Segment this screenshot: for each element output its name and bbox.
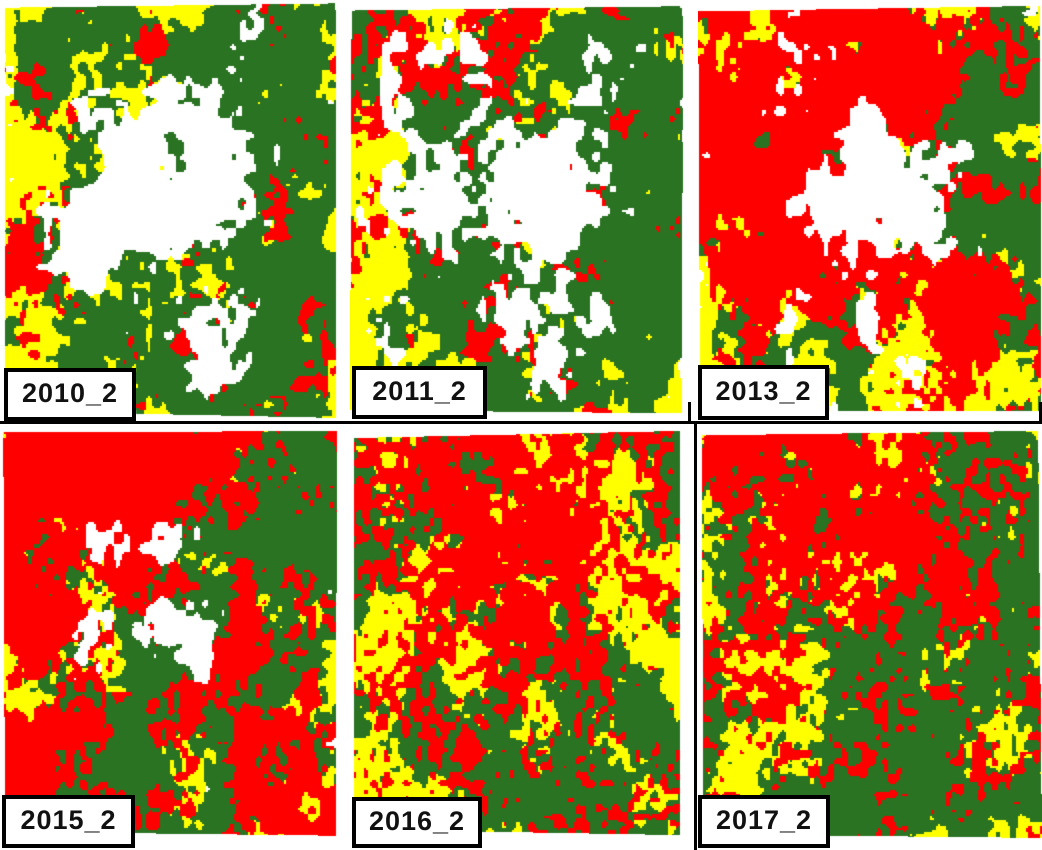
year-label-box: 2010_2 <box>4 368 136 421</box>
classified-map-image <box>698 2 1042 415</box>
year-label-box: 2015_2 <box>2 795 135 848</box>
classified-map-image <box>700 428 1042 844</box>
classified-map-image <box>2 428 338 842</box>
year-label: 2013_2 <box>715 376 812 406</box>
classified-map-image <box>350 2 684 418</box>
year-label-box: 2017_2 <box>698 795 830 848</box>
year-label: 2017_2 <box>715 805 813 835</box>
year-label: 2011_2 <box>372 376 467 406</box>
classified-map-image <box>352 430 683 840</box>
grid-line-top-col3-divider-stub <box>688 402 691 421</box>
grid-line-row-divider <box>0 421 1042 424</box>
year-label-box: 2016_2 <box>352 797 482 848</box>
year-label-box: 2013_2 <box>698 365 829 420</box>
grid-line-bottom-col3-divider <box>694 421 697 850</box>
year-label: 2015_2 <box>20 805 117 835</box>
year-label: 2010_2 <box>21 378 119 408</box>
classified-map-image <box>2 2 338 421</box>
grid-line-top-right-edge-stub <box>1039 402 1042 421</box>
year-label-box: 2011_2 <box>352 366 487 419</box>
year-label: 2016_2 <box>368 806 466 836</box>
